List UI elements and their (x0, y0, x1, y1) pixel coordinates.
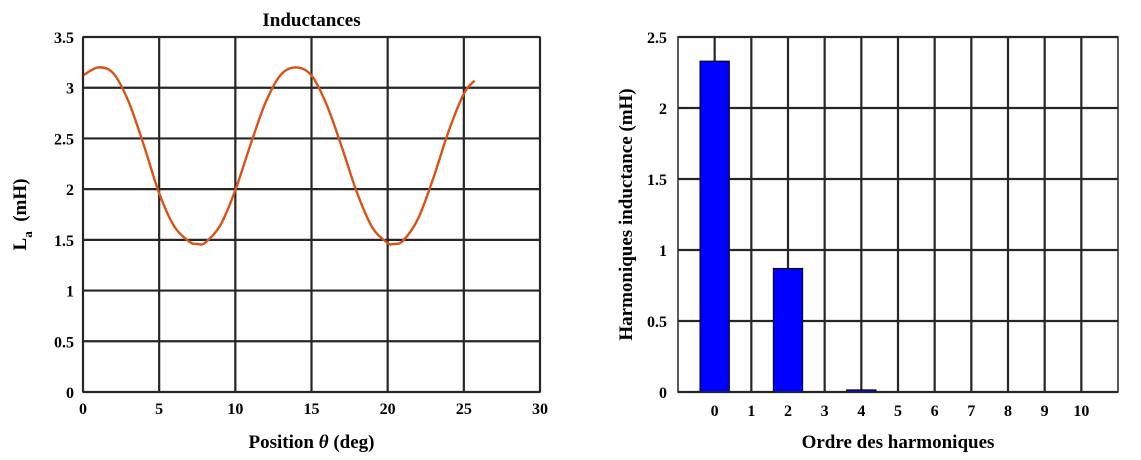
x-tick-label: 3 (821, 403, 829, 420)
x-tick-label: 0 (79, 401, 87, 418)
inductance-line-chart: 0 5 10 15 20 25 30 0 0.5 1 1.5 2 2.5 3 3.5 Inductances… (10, 10, 548, 453)
y-tick-label: 3 (66, 81, 74, 98)
y-tick-label: 1.5 (54, 233, 74, 250)
bar-harmonic-2 (772, 267, 804, 393)
y-tick-label: 2.5 (647, 30, 667, 47)
tick-labels: 0 1 2 3 4 5 6 7 8 9 10 0 0.5 1 1.5 2 2.5 (647, 30, 1089, 420)
x-tick-label: 15 (304, 401, 320, 418)
tick-labels: 0 5 10 15 20 25 30 0 0.5 1 1.5 2 2.5 3 3.5 (54, 30, 548, 418)
y-axis-label: La (mH) (10, 179, 35, 251)
bar-harmonic-0 (699, 60, 730, 393)
x-axis-label: Ordre des harmoniques (802, 432, 995, 453)
plot-frame (82, 36, 541, 393)
y-tick-label: 2 (659, 101, 667, 118)
bars (699, 60, 877, 393)
x-tick-label: 8 (1004, 403, 1012, 420)
y-tick-label: 1 (659, 243, 667, 260)
grid-lines (81, 35, 542, 394)
chart-title: Inductances (262, 10, 360, 31)
x-tick-label: 2 (784, 403, 792, 420)
x-tick-label: 7 (967, 403, 975, 420)
y-tick-label: 0 (66, 385, 74, 402)
y-tick-label: 3.5 (54, 30, 74, 47)
y-tick-label: 1.5 (647, 172, 667, 189)
y-axis-label: Harmoniques inductance (mH) (616, 88, 637, 340)
inductance-series-line (82, 66, 476, 246)
x-tick-label: 30 (532, 401, 548, 418)
x-tick-label: 5 (155, 401, 163, 418)
x-axis-label: Position θ (deg) (249, 432, 375, 453)
y-tick-label: 1 (66, 284, 74, 301)
y-tick-label: 0.5 (647, 314, 667, 331)
x-tick-label: 25 (456, 401, 472, 418)
x-tick-label: 10 (1073, 403, 1089, 420)
x-tick-label: 0 (711, 403, 719, 420)
x-tick-label: 4 (857, 403, 865, 420)
grid-lines (678, 35, 1118, 394)
x-tick-label: 9 (1041, 403, 1049, 420)
y-tick-label: 2.5 (54, 131, 74, 148)
y-tick-label: 2 (66, 182, 74, 199)
x-tick-label: 20 (380, 401, 396, 418)
x-tick-label: 5 (894, 403, 902, 420)
x-tick-label: 10 (227, 401, 243, 418)
harmonics-bar-chart: 0 1 2 3 4 5 6 7 8 9 10 0 0.5 1 1.5 2 2.5 Ordre des harmo… (616, 30, 1119, 453)
plot-frame (677, 36, 1119, 393)
x-tick-label: 1 (747, 403, 755, 420)
y-tick-label: 0.5 (54, 334, 74, 351)
y-tick-label: 0 (659, 385, 667, 402)
x-tick-label: 6 (931, 403, 939, 420)
